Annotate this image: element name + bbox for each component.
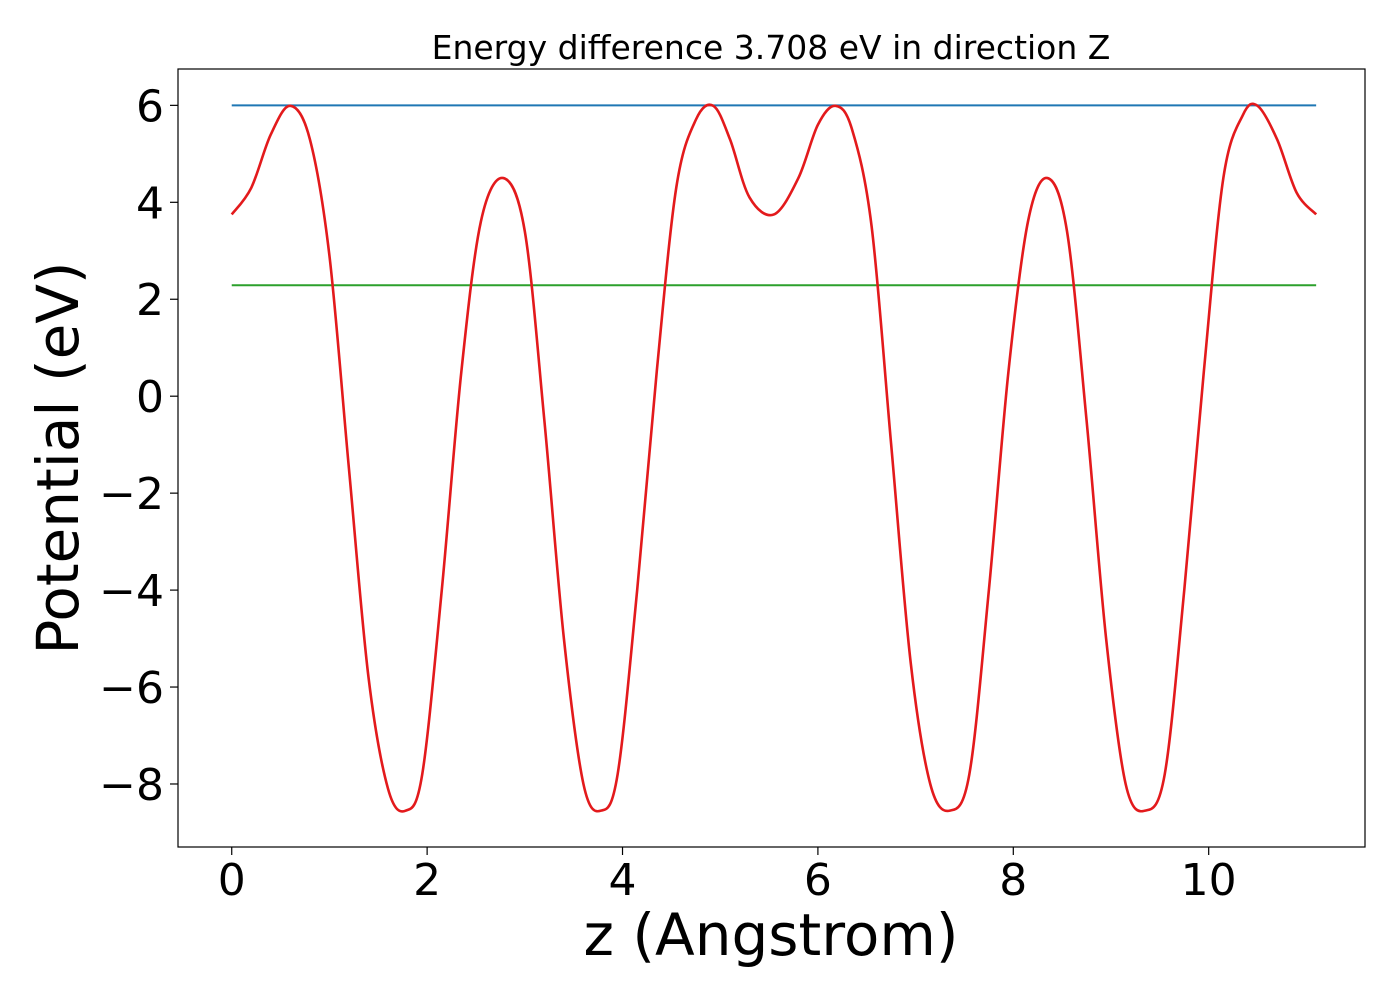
y-tick-label: −6 bbox=[99, 663, 164, 714]
x-tick-label: 6 bbox=[804, 855, 832, 906]
y-tick-label: −2 bbox=[99, 469, 164, 520]
x-tick-label: 0 bbox=[218, 855, 246, 906]
series-layer bbox=[230, 102, 1318, 813]
x-tick-label: 2 bbox=[413, 855, 441, 906]
x-axis: 0 2 4 6 8 10 bbox=[218, 847, 1237, 906]
y-tick-label: 4 bbox=[136, 178, 164, 229]
y-tick-label: 0 bbox=[136, 372, 164, 423]
chart-title: Energy difference 3.708 eV in direction … bbox=[432, 28, 1111, 67]
x-tick-label: 4 bbox=[609, 855, 637, 906]
y-axis-label: Potential (eV) bbox=[24, 261, 92, 654]
x-tick-label: 10 bbox=[1181, 855, 1237, 906]
potential-series-line bbox=[230, 102, 1318, 813]
plot-area-frame bbox=[177, 68, 1366, 848]
x-tick-label: 8 bbox=[999, 855, 1027, 906]
y-tick-label: −8 bbox=[99, 760, 164, 811]
y-axis: −8 −6 −4 −2 0 2 4 6 bbox=[99, 81, 178, 811]
y-tick-label: 2 bbox=[136, 275, 164, 326]
y-tick-label: −4 bbox=[99, 566, 164, 617]
y-tick-label: 6 bbox=[136, 81, 164, 132]
x-axis-label: z (Angstrom) bbox=[584, 901, 959, 969]
